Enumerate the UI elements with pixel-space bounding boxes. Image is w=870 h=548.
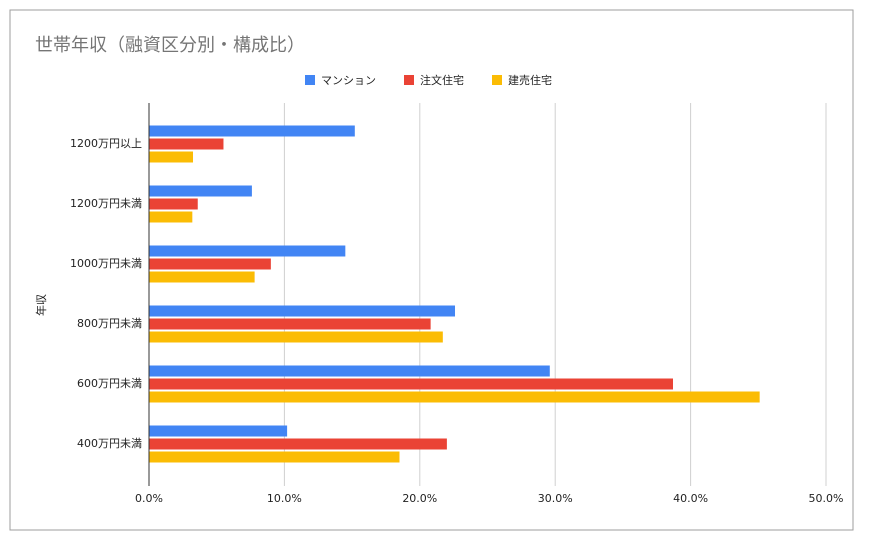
x-tick-label: 30.0% <box>538 492 573 505</box>
x-tick-label: 40.0% <box>673 492 708 505</box>
chart-border <box>9 9 854 531</box>
bar <box>149 305 456 317</box>
bar <box>149 331 443 343</box>
bar <box>149 425 288 437</box>
legend-marker <box>404 75 414 85</box>
y-tick-label: 1200万円未満 <box>70 197 142 210</box>
bar <box>149 138 224 150</box>
legend-label: 建売住宅 <box>508 73 552 87</box>
bar <box>149 211 193 223</box>
x-tick-label: 10.0% <box>267 492 302 505</box>
y-tick-label: 1000万円未満 <box>70 257 142 270</box>
bar <box>149 378 673 390</box>
bar <box>149 451 400 463</box>
legend-marker <box>492 75 502 85</box>
bar <box>149 125 355 137</box>
x-tick-label: 20.0% <box>402 492 437 505</box>
bar <box>149 271 255 283</box>
y-axis-label: 年収 <box>34 294 48 316</box>
legend-marker <box>305 75 315 85</box>
bar <box>149 365 550 377</box>
bar <box>149 245 346 257</box>
y-tick-label: 600万円未満 <box>77 377 142 390</box>
bar <box>149 258 271 270</box>
y-tick-label: 400万円未満 <box>77 437 142 450</box>
bar <box>149 438 447 450</box>
x-tick-label: 0.0% <box>135 492 163 505</box>
bar <box>149 198 198 210</box>
bar <box>149 185 252 197</box>
chart-title: 世帯年収（融資区分別・構成比） <box>35 35 305 56</box>
legend-label: 注文住宅 <box>420 73 464 87</box>
bar <box>149 151 194 163</box>
y-tick-label: 1200万円以上 <box>70 137 142 150</box>
bar <box>149 318 431 330</box>
x-tick-label: 50.0% <box>809 492 844 505</box>
bar <box>149 391 760 403</box>
legend-label: マンション <box>321 74 376 87</box>
y-tick-label: 800万円未満 <box>77 317 142 330</box>
